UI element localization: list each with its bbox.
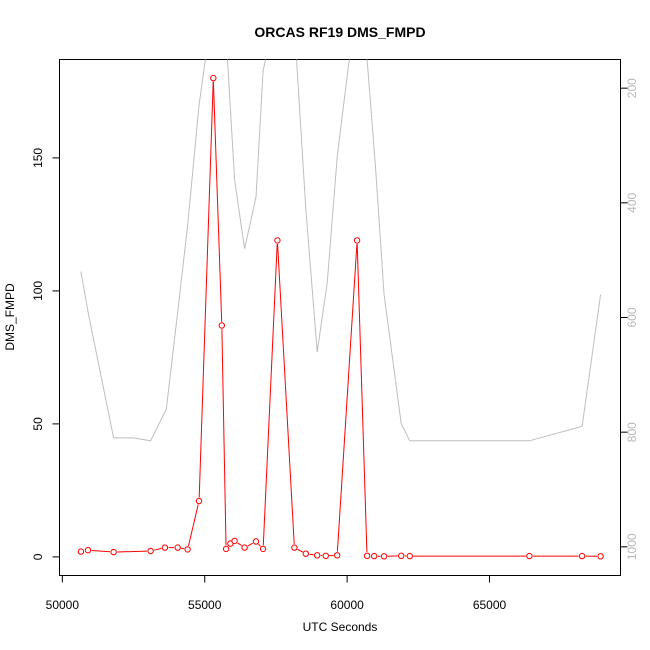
x-tick-label: 65000 — [473, 598, 507, 612]
secondary-series-layer — [80, 59, 602, 442]
primary-series-point — [371, 552, 378, 560]
primary-series-segment — [356, 243, 368, 553]
primary-series-point — [353, 237, 361, 244]
primary-series-segment — [221, 329, 227, 546]
primary-series-layer — [77, 74, 604, 560]
primary-series-point — [334, 552, 341, 559]
x-tick-label: 55000 — [188, 598, 222, 612]
primary-series-point — [380, 553, 388, 560]
y2-tick-label: 800 — [625, 422, 639, 442]
y-axis: 0 50 100 150 — [31, 148, 60, 560]
primary-series-point — [597, 553, 604, 560]
primary-series-segment — [247, 542, 254, 547]
primary-series-point — [161, 544, 169, 551]
primary-series-point — [210, 74, 217, 82]
primary-series-point — [291, 544, 298, 551]
primary-series-segment — [258, 543, 261, 547]
primary-series-segment — [198, 81, 214, 498]
primary-series-segment — [297, 548, 303, 553]
primary-series-point — [222, 545, 230, 553]
primary-series-segment — [153, 547, 162, 551]
y2-tick-label: 200 — [625, 78, 639, 98]
primary-series-segment — [181, 547, 185, 550]
y-tick-label: 50 — [31, 417, 45, 431]
primary-series-segment — [309, 553, 314, 556]
y2-tick-label: 600 — [625, 307, 639, 327]
primary-series-point — [77, 548, 85, 555]
primary-series-point — [252, 538, 260, 545]
y-axis-label: DMS_FMPD — [3, 283, 17, 351]
primary-series-point — [314, 552, 321, 559]
chart-title: ORCAS RF19 DMS_FMPD — [254, 24, 425, 40]
primary-series-point — [231, 537, 238, 545]
primary-series-segment — [212, 81, 223, 322]
y2-axis: 200 400 600 800 1000 — [620, 78, 639, 560]
y2-tick-label: 1000 — [625, 533, 639, 560]
primary-series-point — [274, 237, 281, 244]
primary-series-point — [398, 552, 405, 559]
primary-series-point — [363, 552, 371, 559]
primary-series-point — [406, 552, 413, 560]
primary-series-segment — [277, 243, 295, 545]
primary-series-segment — [237, 542, 242, 547]
primary-series-point — [259, 545, 267, 553]
secondary-series-line — [80, 59, 602, 442]
y-tick-label: 0 — [31, 553, 45, 560]
primary-series-point — [184, 546, 191, 553]
primary-series-point — [174, 544, 181, 551]
primary-series-segment — [262, 243, 278, 546]
primary-series-segment — [188, 504, 199, 547]
primary-series-point — [322, 552, 329, 559]
primary-series-point — [578, 552, 586, 560]
primary-series-point — [526, 552, 533, 560]
x-axis: 50000 55000 60000 65000 — [46, 575, 507, 612]
primary-series-point — [84, 547, 92, 554]
x-axis-label: UTC Seconds — [303, 620, 378, 634]
y-tick-label: 150 — [31, 148, 45, 168]
primary-series-point — [195, 497, 203, 505]
y2-tick-label: 400 — [625, 192, 639, 212]
primary-series-point — [147, 547, 154, 555]
primary-series-point — [302, 550, 309, 557]
primary-series-point — [241, 544, 248, 551]
primary-series-point — [110, 548, 117, 556]
primary-series-segment — [336, 243, 358, 552]
y-tick-label: 100 — [31, 281, 45, 301]
primary-series-point — [218, 322, 226, 329]
primary-series-segment — [91, 550, 111, 553]
primary-series-segment — [117, 550, 148, 553]
x-tick-label: 50000 — [46, 598, 80, 612]
x-tick-label: 60000 — [330, 598, 364, 612]
